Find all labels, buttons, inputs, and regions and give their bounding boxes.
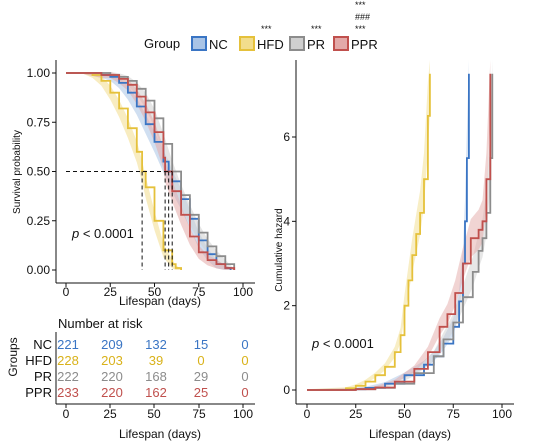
risk-cell-ppr: 220 <box>101 385 123 400</box>
legend-sig-hfd: *** <box>261 24 272 34</box>
legend-swatch-pr <box>289 36 305 51</box>
risk-row-label-pr: PR <box>34 369 52 384</box>
hazard-line-hfd <box>307 73 431 391</box>
hazard-x-tick-label: 0 <box>304 407 311 421</box>
survival-x-tick-label: 0 <box>63 285 70 299</box>
risk-cell-hfd: 203 <box>101 353 123 368</box>
hazard-x-tick-label: 25 <box>349 407 363 421</box>
legend-label-hfd: HFD <box>257 37 284 52</box>
hazard-y-tick-label: 6 <box>283 130 290 144</box>
survival-y-tick-label: 0.75 <box>27 115 51 129</box>
legend: Group NC HFD *** PR *** PPR *** ### *** <box>144 0 378 52</box>
legend-label-nc: NC <box>209 37 228 52</box>
survival-band-pr <box>66 72 235 270</box>
risk-cell-pr: 29 <box>194 369 208 384</box>
hazard-y-tick-label: 4 <box>283 214 290 228</box>
legend-sig-pr: *** <box>311 24 322 34</box>
risk-x-tick-label: 50 <box>147 407 161 421</box>
hazard-pvalue: p < 0.0001 <box>311 336 374 351</box>
survival-pvalue: p < 0.0001 <box>71 226 134 241</box>
risk-cell-ppr: 0 <box>241 385 248 400</box>
risk-x-tick-label: 0 <box>63 407 70 421</box>
risk-cell-nc: 221 <box>57 337 79 352</box>
risk-cell-nc: 209 <box>101 337 123 352</box>
risk-cell-nc: 0 <box>241 337 248 352</box>
legend-swatch-hfd <box>239 36 255 51</box>
legend-label-ppr: PPR <box>351 37 378 52</box>
survival-x-tick-label: 25 <box>104 285 118 299</box>
risk-table-x-label: Lifespan (days) <box>119 427 201 441</box>
survival-x-tick-label: 75 <box>192 285 206 299</box>
legend-swatch-nc <box>191 36 207 51</box>
survival-line-nc <box>66 72 232 270</box>
hazard-y-label: Cumulative hazard <box>274 208 285 291</box>
risk-cell-hfd: 228 <box>57 353 79 368</box>
survival-y-tick-label: 0.50 <box>27 165 51 179</box>
legend-swatch-ppr <box>333 36 349 51</box>
survival-y-label: Survival probability <box>12 130 23 214</box>
risk-table-title: Number at risk <box>58 316 143 331</box>
hazard-panel: 0 2 4 6 0 25 50 75 100 p < 0.0001 Lifespan (days… <box>274 60 514 441</box>
hazard-y-tick-label: 2 <box>283 299 290 313</box>
risk-x-tick-label: 75 <box>192 407 206 421</box>
survival-line-ppr <box>66 72 236 270</box>
risk-cell-nc: 15 <box>194 337 208 352</box>
risk-cell-nc: 132 <box>145 337 167 352</box>
risk-cell-pr: 168 <box>145 369 167 384</box>
survival-band-hfd <box>66 72 182 270</box>
risk-row-label-hfd: HFD <box>25 353 52 368</box>
risk-cell-hfd: 0 <box>197 353 204 368</box>
legend-sig2-ppr: ### <box>355 12 370 22</box>
survival-x-tick-label: 100 <box>233 285 253 299</box>
risk-cell-hfd: 39 <box>149 353 163 368</box>
hazard-y-tick-label: 0 <box>283 383 290 397</box>
survival-y-tick-label: 0.00 <box>27 263 51 277</box>
legend-sig3-ppr: *** <box>355 0 366 10</box>
risk-cell-pr: 0 <box>241 369 248 384</box>
survival-x-label: Lifespan (days) <box>119 294 201 308</box>
risk-x-tick-label: 25 <box>103 407 117 421</box>
risk-x-tick-label: 100 <box>233 407 253 421</box>
legend-sig-ppr: *** <box>355 24 366 34</box>
risk-cell-hfd: 0 <box>241 353 248 368</box>
legend-title: Group <box>144 36 180 51</box>
risk-cell-pr: 220 <box>101 369 123 384</box>
risk-cell-ppr: 25 <box>194 385 208 400</box>
survival-x-tick-label: 50 <box>148 285 162 299</box>
risk-cell-ppr: 162 <box>145 385 167 400</box>
risk-cell-ppr: 233 <box>57 385 79 400</box>
hazard-x-label: Lifespan (days) <box>369 427 451 441</box>
risk-row-label-nc: NC <box>33 337 52 352</box>
hazard-x-tick-label: 75 <box>447 407 461 421</box>
survival-y-tick-label: 0.25 <box>27 214 51 228</box>
hazard-x-tick-label: 50 <box>398 407 412 421</box>
survival-y-tick-label: 1.00 <box>27 66 51 80</box>
risk-row-label-ppr: PPR <box>25 385 52 400</box>
risk-cell-pr: 222 <box>57 369 79 384</box>
hazard-line-ppr <box>307 73 492 391</box>
risk-table-y-label: Groups <box>6 337 20 376</box>
legend-label-pr: PR <box>307 37 325 52</box>
hazard-x-tick-label: 100 <box>492 407 512 421</box>
survival-panel: 0.00 0.25 0.50 0.75 1.00 0 25 50 75 100 p < 0.000… <box>12 60 255 308</box>
